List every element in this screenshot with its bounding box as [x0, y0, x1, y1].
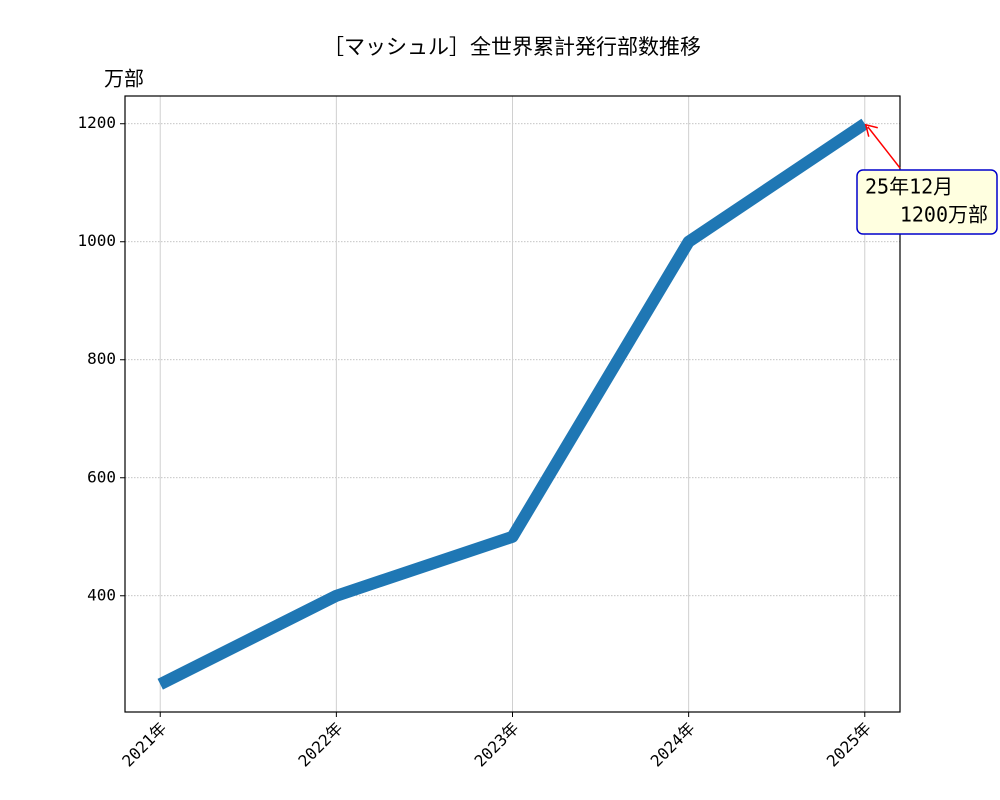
- y-tick-label: 1000: [77, 231, 116, 250]
- x-tick-label: 2022年: [294, 719, 346, 771]
- x-tick-label: 2025年: [823, 719, 875, 771]
- annotation-box: [856, 169, 998, 235]
- plot-frame: [124, 95, 901, 713]
- y-tick-label: 600: [87, 467, 116, 486]
- x-tick-label: 2024年: [647, 719, 699, 771]
- y-axis-label: 万部: [104, 67, 144, 91]
- y-tick-label: 400: [87, 585, 116, 604]
- annotation-text: 1200万部: [900, 203, 988, 227]
- line-series: [157, 118, 869, 690]
- x-tick-label: 2023年: [471, 719, 523, 771]
- chart-title: ［マッシュル］全世界累計発行部数推移: [323, 35, 701, 59]
- annotation-arrow: [867, 126, 901, 169]
- annotation-arrowhead: [864, 123, 878, 137]
- y-tick-label: 800: [87, 349, 116, 368]
- annotation-text: 25年12月: [865, 175, 953, 199]
- y-tick-label: 1200: [77, 113, 116, 132]
- x-tick-label: 2021年: [118, 719, 170, 771]
